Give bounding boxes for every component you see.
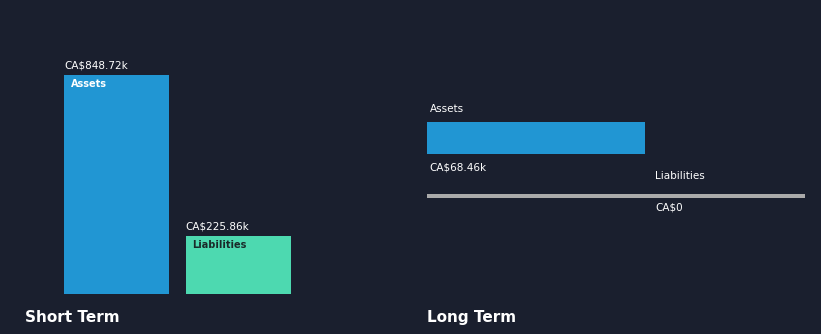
Text: CA$0: CA$0 [655, 202, 683, 212]
Text: CA$68.46k: CA$68.46k [429, 163, 487, 173]
Text: Assets: Assets [71, 79, 107, 89]
Text: Liabilities: Liabilities [192, 240, 246, 250]
Text: CA$225.86k: CA$225.86k [186, 221, 250, 231]
Text: Long Term: Long Term [427, 310, 516, 325]
Bar [427, 123, 644, 154]
Bar [427, 194, 821, 198]
Text: Short Term: Short Term [25, 310, 119, 325]
Bar [186, 235, 291, 294]
Text: CA$848.72k: CA$848.72k [64, 60, 128, 70]
Text: Assets: Assets [429, 104, 464, 114]
Text: Liabilities: Liabilities [655, 171, 705, 181]
Bar [64, 75, 169, 294]
